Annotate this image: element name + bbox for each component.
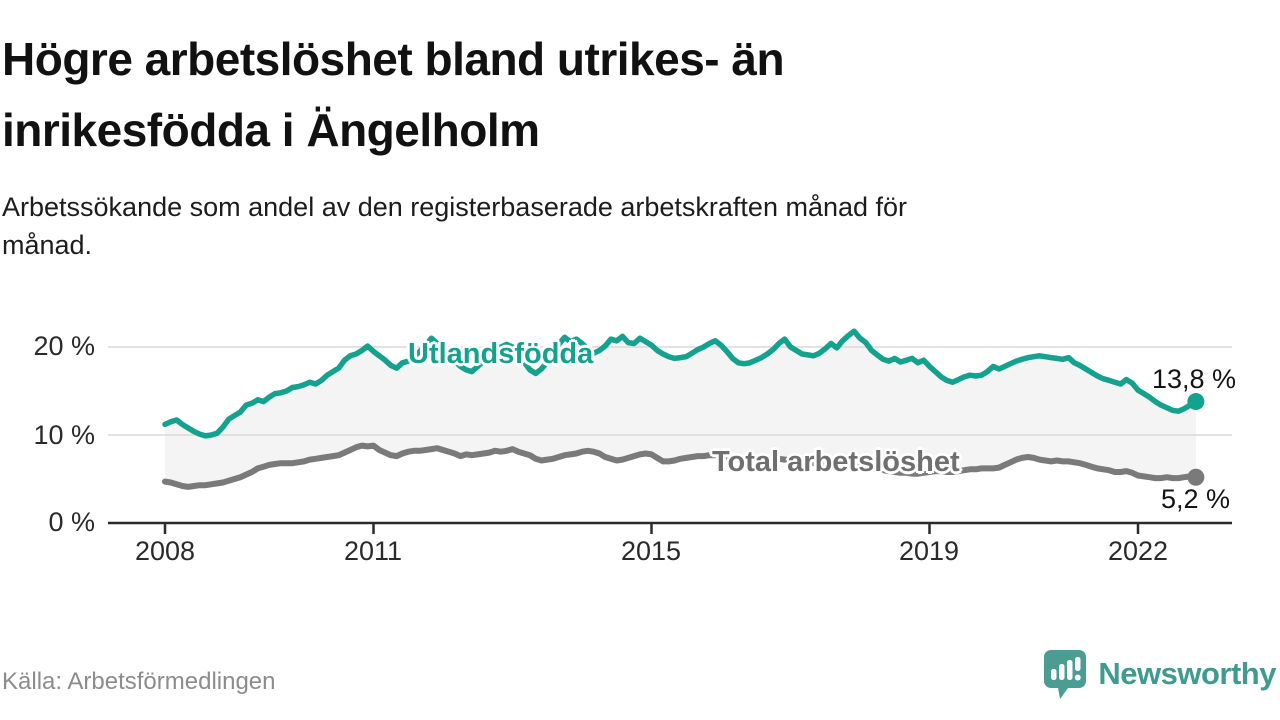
newsworthy-logo[interactable]: Newsworthy (1042, 648, 1276, 700)
x-axis-label-2011: 2011 (343, 536, 403, 566)
title-line-2: inrikesfödda i Ängelholm (2, 104, 540, 156)
y-axis-label-20: 20 % (33, 331, 95, 361)
series-label-total-arbetsloshet: Total arbetslöshet (712, 446, 960, 478)
y-axis-label-0: 0 % (48, 507, 95, 537)
newsworthy-icon (1044, 650, 1087, 699)
end-value-total: 5,2 % (1161, 484, 1231, 514)
x-axis-label-2019: 2019 (898, 536, 960, 566)
source-note: Källa: Arbetsförmedlingen (2, 668, 276, 695)
subtitle-line-1: Arbetssökande som andel av den registerb… (2, 192, 908, 222)
x-axis-label-2022: 2022 (1107, 536, 1169, 566)
title-line-1: Högre arbetslöshet bland utrikes- än (2, 33, 785, 85)
page-title: Högre arbetslöshet bland utrikes- än inri… (2, 24, 1062, 166)
newsworthy-wordmark: Newsworthy (1098, 656, 1276, 691)
x-axis-label-2015: 2015 (620, 536, 682, 566)
y-axis-label-10: 10 % (33, 420, 95, 450)
x-axis-label-2008: 2008 (134, 536, 196, 566)
chart-subtitle: Arbetssökande som andel av den registerb… (2, 188, 1182, 264)
end-value-utlandsfodda: 13,8 % (1152, 364, 1237, 394)
series-label-utlandsfodda: Utlandsfödda (408, 338, 594, 370)
subtitle-line-2: månad. (2, 230, 93, 260)
